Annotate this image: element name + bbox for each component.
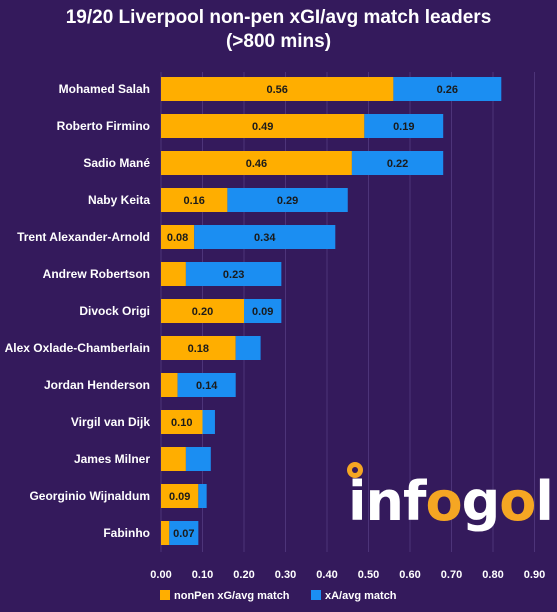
bar-segment	[227, 188, 348, 212]
chart-title-main: 19/20 Liverpool non-pen xGI/avg match le…	[65, 7, 492, 28]
x-tick-label: 0.10	[192, 569, 213, 581]
bar-segment	[161, 262, 186, 286]
bar-value-label: 0.10	[171, 417, 192, 429]
bar-value-label: 0.56	[266, 84, 287, 96]
bar-segment	[161, 299, 244, 323]
bar-segment	[244, 299, 282, 323]
bar-segment	[161, 521, 170, 545]
bar-value-label: 0.14	[196, 380, 218, 392]
bar-value-label: 0.09	[252, 306, 273, 318]
row-label: Naby Keita	[88, 193, 150, 207]
bar-segment	[202, 410, 215, 434]
bar-segment	[161, 77, 394, 101]
bar-segment	[161, 188, 228, 212]
bar-segment	[161, 114, 365, 138]
bar-value-label: 0.34	[254, 232, 276, 244]
row-label: Mohamed Salah	[59, 82, 150, 96]
legend-swatch	[311, 590, 321, 600]
chart-title: 19/20 Liverpool non-pen xGI/avg match le…	[0, 6, 557, 54]
bar-value-label: 0.46	[246, 158, 267, 170]
bar-value-label: 0.09	[169, 491, 190, 503]
x-tick-label: 0.20	[233, 569, 254, 581]
bar-segment	[185, 262, 282, 286]
bar-segment	[177, 373, 236, 397]
legend-swatch	[160, 590, 170, 600]
row-label: Divock Origi	[79, 304, 150, 318]
bar-segment	[161, 373, 178, 397]
x-tick-label: 0.80	[482, 569, 503, 581]
bar-value-label: 0.08	[167, 232, 188, 244]
bar-value-label: 0.16	[183, 195, 204, 207]
bar-segment	[161, 336, 236, 360]
bar-value-label: 0.18	[188, 343, 209, 355]
bar-segment	[161, 225, 195, 249]
bar-segment	[351, 151, 444, 175]
bar-value-label: 0.22	[387, 158, 408, 170]
x-tick-label: 0.40	[316, 569, 337, 581]
bar-segment	[161, 410, 203, 434]
bar-segment	[198, 484, 207, 508]
bar-value-label: 0.26	[437, 84, 458, 96]
legend-label: xA/avg match	[325, 590, 397, 602]
chart-subtitle: (>800 mins)	[225, 31, 332, 52]
x-tick-label: 0.90	[524, 569, 545, 581]
bar-segment	[235, 336, 261, 360]
bar-value-label: 0.19	[393, 121, 414, 133]
infogol-logo: infogol	[348, 470, 554, 533]
bar-value-label: 0.20	[192, 306, 213, 318]
row-label: Fabinho	[103, 526, 150, 540]
legend-label: nonPen xG/avg match	[174, 590, 290, 602]
bar-value-label: 0.23	[223, 269, 244, 281]
bar-segment	[194, 225, 336, 249]
bar-value-label: 0.29	[277, 195, 298, 207]
bar-segment	[393, 77, 502, 101]
x-tick-label: 0.30	[275, 569, 296, 581]
bar-value-label: 0.07	[173, 528, 194, 540]
bar-segment	[364, 114, 444, 138]
row-label: Trent Alexander-Arnold	[17, 230, 150, 244]
bar-segment	[185, 447, 211, 471]
x-tick-label: 0.00	[150, 569, 171, 581]
bar-segment	[161, 447, 186, 471]
football-icon	[347, 462, 363, 478]
row-label: Jordan Henderson	[44, 378, 150, 392]
x-tick-label: 0.70	[441, 569, 462, 581]
bar-segment	[161, 484, 199, 508]
row-label: James Milner	[74, 452, 150, 466]
bar-segment	[161, 151, 352, 175]
row-label: Alex Oxlade-Chamberlain	[5, 341, 150, 355]
row-label: Virgil van Dijk	[71, 415, 150, 429]
bar-value-label: 0.49	[252, 121, 273, 133]
row-label: Georginio Wijnaldum	[29, 489, 150, 503]
row-label: Roberto Firmino	[57, 119, 150, 133]
row-label: Andrew Robertson	[43, 267, 150, 281]
bar-segment	[169, 521, 199, 545]
row-label: Sadio Mané	[83, 156, 150, 170]
x-tick-label: 0.50	[358, 569, 379, 581]
x-tick-label: 0.60	[399, 569, 420, 581]
